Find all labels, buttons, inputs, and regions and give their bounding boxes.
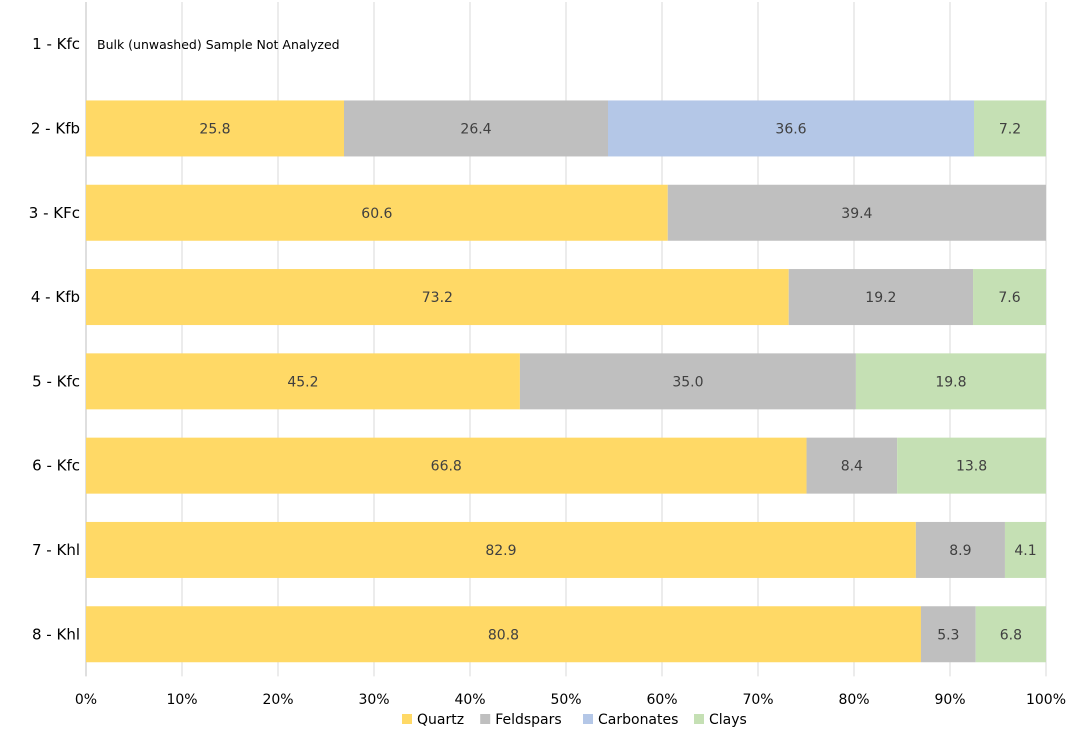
bar-segment-clays (855, 353, 1046, 410)
x-tick-label: 30% (358, 692, 389, 708)
x-tick-label: 100% (1026, 692, 1066, 708)
category-label: 4 - Kfb (31, 288, 80, 306)
legend: Quartz Feldspars Carbonates Clays (402, 712, 747, 728)
legend-swatch-feldspars (480, 714, 491, 724)
bar-segment-quartz (86, 269, 789, 326)
legend-label-carbonates: Carbonates (598, 712, 678, 728)
data-label: 80.8 (488, 627, 519, 643)
bar-segment-feldspars (519, 353, 856, 410)
data-label: 66.8 (431, 459, 462, 475)
bar-segment-feldspars (806, 437, 898, 494)
data-label: 36.6 (775, 121, 806, 137)
x-tick-label: 50% (550, 692, 581, 708)
legend-swatch-clays (694, 714, 704, 724)
data-label: 7.6 (998, 290, 1020, 306)
x-tick-label: 90% (934, 692, 965, 708)
legend-label-clays: Clays (709, 712, 747, 728)
category-label: 2 - Kfb (31, 119, 80, 137)
x-tick-label: 70% (742, 692, 773, 708)
data-label: 6.8 (1000, 627, 1022, 643)
x-tick-label: 60% (646, 692, 677, 708)
data-label: 7.2 (999, 121, 1021, 137)
bar-segment-feldspars (920, 606, 976, 663)
bar-segment-clays (973, 269, 1046, 326)
bar-segment-feldspars (915, 521, 1005, 578)
category-label: 6 - Kfc (32, 457, 80, 475)
bar-segment-clays (975, 606, 1046, 663)
data-label: 25.8 (199, 121, 230, 137)
data-label: 8.9 (949, 543, 971, 559)
bar-segment-quartz (86, 606, 921, 663)
category-label: 1 - Kfc (32, 35, 80, 53)
data-label: 13.8 (956, 459, 987, 475)
bar-segment-quartz (86, 353, 520, 410)
data-label: 8.4 (841, 459, 863, 475)
data-label: 39.4 (841, 206, 872, 222)
category-label: 3 - KFc (29, 204, 80, 222)
data-label: 19.2 (865, 290, 896, 306)
bar-segment-quartz (86, 521, 916, 578)
bars: 25.8 26.4 36.6 7.2 60.6 39.4 73.2 19.2 7.6 45.2 35… (86, 100, 1046, 663)
x-axis-tick-labels: 0% 10% 20% 30% 40% 50% 60% 70% 80% 90% 100% (75, 692, 1066, 708)
data-label: 4.1 (1014, 543, 1036, 559)
bar-segment-carbonates (608, 100, 974, 157)
x-tick-label: 10% (166, 692, 197, 708)
data-label: 35.0 (672, 374, 703, 390)
legend-label-feldspars: Feldspars (495, 712, 562, 728)
x-tick-label: 40% (454, 692, 485, 708)
data-label: 73.2 (422, 290, 453, 306)
bar-segment-feldspars (788, 269, 974, 326)
bar-segment-clays (974, 100, 1046, 157)
annotation-not-analyzed: Bulk (unwashed) Sample Not Analyzed (97, 37, 340, 52)
legend-label-quartz: Quartz (417, 712, 464, 728)
data-label: 82.9 (485, 543, 516, 559)
bar-segment-quartz (86, 437, 807, 494)
legend-swatch-quartz (402, 714, 412, 724)
data-label: 26.4 (460, 121, 491, 137)
bar-segment-quartz (86, 100, 344, 157)
bar-segment-clays (897, 437, 1046, 494)
category-label: 5 - Kfc (32, 372, 80, 390)
x-tick-label: 20% (262, 692, 293, 708)
legend-swatch-carbonates (583, 714, 593, 724)
data-label: 60.6 (361, 206, 392, 222)
category-label: 7 - Khl (32, 541, 80, 559)
x-tick-label: 0% (75, 692, 97, 708)
x-tick-label: 80% (838, 692, 869, 708)
category-label: 8 - Khl (32, 625, 80, 643)
data-label: 45.2 (287, 374, 318, 390)
data-label: 19.8 (935, 374, 966, 390)
bar-segment-clays (1004, 521, 1046, 578)
bar-segment-quartz (86, 184, 668, 241)
category-labels: 1 - Kfc 2 - Kfb 3 - KFc 4 - Kfb 5 - Kfc 6 - K… (29, 35, 80, 643)
bar-segment-feldspars (667, 184, 1046, 241)
bar-segment-feldspars (344, 100, 608, 157)
data-label: 5.3 (937, 627, 959, 643)
